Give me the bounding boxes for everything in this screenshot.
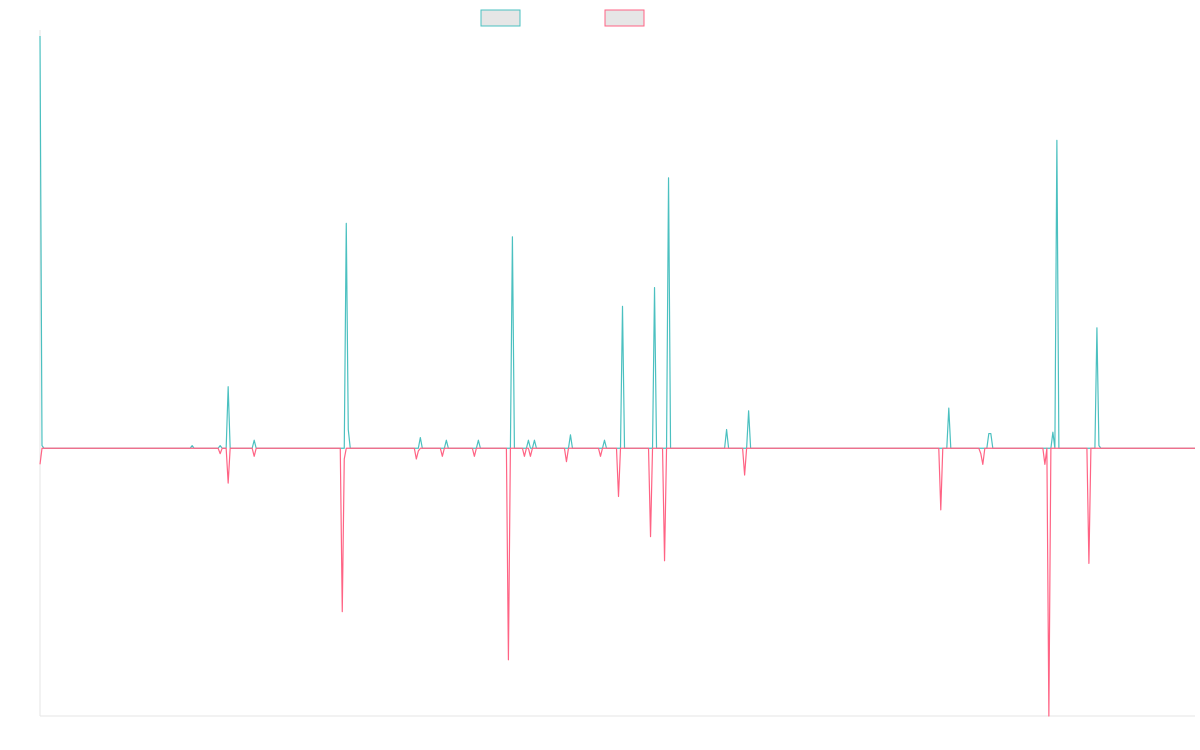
series-line-1 <box>39 35 1195 449</box>
axes <box>39 30 1195 717</box>
series-group <box>39 35 1195 717</box>
legend[interactable] <box>480 9 645 27</box>
series-line-2 <box>39 447 1195 717</box>
legend-swatch-series-2[interactable] <box>604 9 645 27</box>
legend-swatch-series-1[interactable] <box>480 9 521 27</box>
